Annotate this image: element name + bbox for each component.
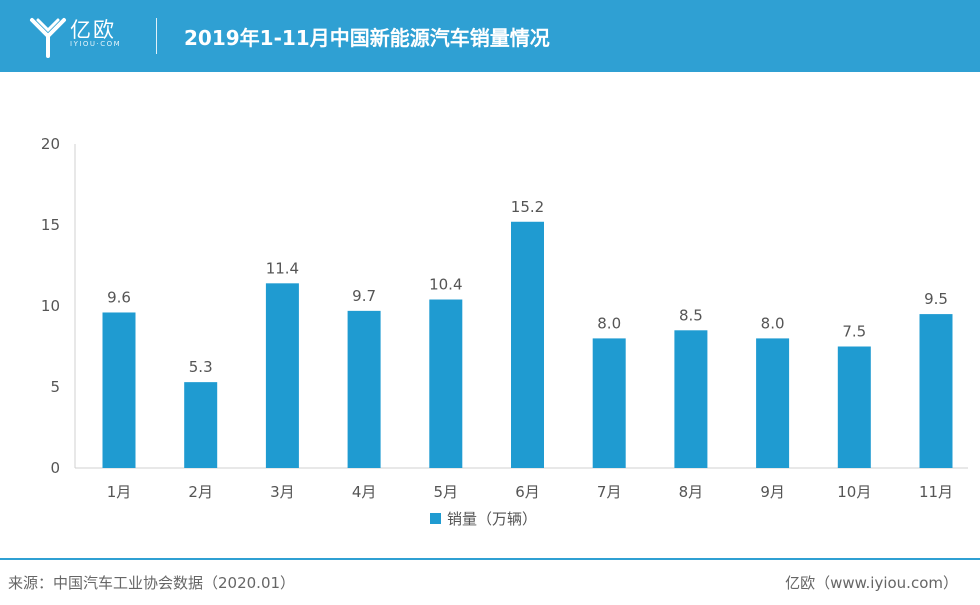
logo-text: 亿欧 bbox=[70, 18, 116, 42]
data-label: 15.2 bbox=[511, 198, 544, 216]
data-label: 8.0 bbox=[597, 314, 621, 332]
y-tick-label: 20 bbox=[41, 135, 60, 153]
bar bbox=[674, 330, 708, 468]
chart-title: 2019年1-11月中国新能源汽车销量情况 bbox=[184, 26, 550, 50]
data-label: 5.3 bbox=[189, 358, 213, 376]
data-label: 9.7 bbox=[352, 287, 376, 305]
x-tick-label: 11月 bbox=[919, 483, 953, 501]
y-tick-label: 0 bbox=[50, 459, 60, 477]
bar bbox=[265, 283, 299, 468]
y-tick-label: 10 bbox=[41, 297, 60, 315]
legend-label: 销量（万辆） bbox=[447, 510, 537, 528]
bar bbox=[511, 221, 544, 468]
header-divider bbox=[156, 18, 157, 54]
logo-subtext: IYIOU·COM bbox=[70, 40, 122, 48]
bar bbox=[756, 338, 790, 468]
bar bbox=[429, 299, 463, 468]
site-text: 亿欧（www.iyiou.com） bbox=[785, 574, 958, 592]
data-label: 8.0 bbox=[761, 314, 785, 332]
x-tick-label: 2月 bbox=[188, 483, 213, 501]
y-tick-label: 5 bbox=[50, 378, 60, 396]
x-tick-label: 8月 bbox=[679, 483, 704, 501]
bar bbox=[837, 346, 871, 468]
bar bbox=[347, 310, 381, 468]
x-tick-label: 10月 bbox=[837, 483, 871, 501]
yiou-logo-icon bbox=[30, 18, 66, 58]
bar bbox=[919, 314, 953, 468]
bar bbox=[102, 312, 136, 468]
data-label: 7.5 bbox=[842, 323, 866, 341]
data-label: 9.6 bbox=[107, 288, 131, 306]
data-label: 10.4 bbox=[429, 276, 462, 294]
y-tick-label: 15 bbox=[41, 216, 60, 234]
data-label: 8.5 bbox=[679, 306, 703, 324]
data-label: 9.5 bbox=[924, 290, 948, 308]
bar bbox=[592, 338, 626, 468]
legend-swatch bbox=[430, 513, 441, 524]
bar bbox=[184, 382, 218, 468]
x-tick-label: 3月 bbox=[270, 483, 295, 501]
x-tick-label: 7月 bbox=[597, 483, 622, 501]
footer-divider bbox=[0, 558, 980, 560]
x-tick-label: 4月 bbox=[352, 483, 377, 501]
x-tick-label: 9月 bbox=[760, 483, 785, 501]
x-tick-label: 1月 bbox=[107, 483, 132, 501]
bar-chart: 0 5 10 15 20 9.6 1月 5.3 2月 11.4 3月 9.7 4月 10.4 5月 15.2 6… bbox=[41, 135, 968, 528]
header-bar: 亿欧 IYIOU·COM 2019年1-11月中国新能源汽车销量情况 bbox=[0, 0, 980, 72]
source-text: 来源：中国汽车工业协会数据（2020.01） bbox=[8, 574, 296, 592]
data-label: 11.4 bbox=[266, 259, 299, 277]
x-tick-label: 6月 bbox=[515, 483, 540, 501]
x-tick-label: 5月 bbox=[434, 483, 459, 501]
